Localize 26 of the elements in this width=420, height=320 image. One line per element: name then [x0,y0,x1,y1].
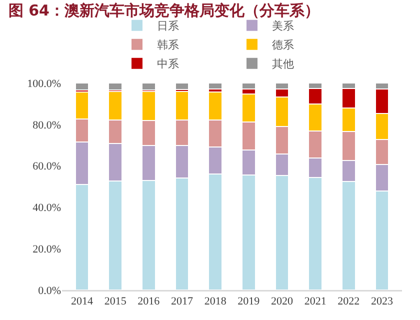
y-tick-label: 40.0% [32,202,61,214]
chart-title: 图 64：澳新汽车市场竞争格局变化（分车系） [8,1,320,20]
x-tick-label: 2014 [71,296,94,308]
legend-label: 韩系 [157,38,179,52]
legend-label: 中系 [157,58,179,71]
x-tick-label: 2021 [304,296,326,308]
legend-label: 其他 [272,58,294,71]
legend-label: 美系 [272,20,294,33]
x-tick-label: 2020 [271,296,294,308]
y-tick-label: 20.0% [32,243,61,256]
bar [74,83,90,91]
x-tick-label: 2022 [338,296,360,308]
y-tick-label: 100.0% [27,78,61,90]
x-tick-label: 2019 [238,296,260,308]
y-tick-label: 0.0% [38,284,61,297]
x-tick-label: 2018 [204,296,227,308]
y-tick-label: 60.0% [32,160,61,173]
legend-label: 日系 [157,20,179,33]
x-tick-label: 2015 [104,296,127,308]
legend-label: 德系 [272,38,294,52]
x-tick-label: 2023 [371,296,394,308]
bar [174,83,190,90]
bar [208,83,222,90]
x-tick-label: 2016 [138,296,160,308]
y-tick-label: 80.0% [32,119,61,132]
x-tick-label: 2017 [171,296,194,308]
